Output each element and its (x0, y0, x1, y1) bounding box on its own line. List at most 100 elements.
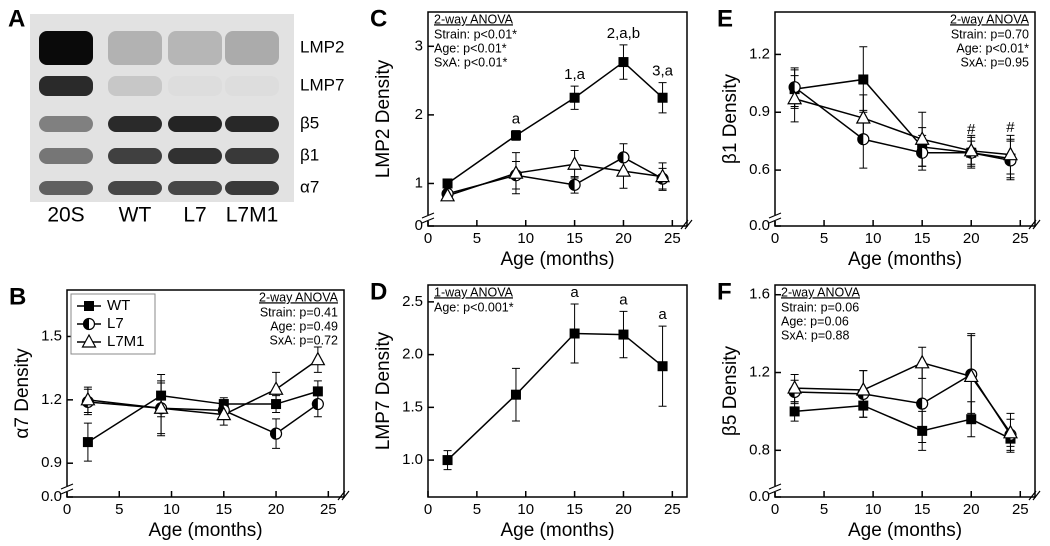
marker (916, 397, 929, 410)
y-tick-label: 1.2 (41, 391, 62, 408)
axis-break-gap (770, 486, 780, 492)
marker-triangle (1002, 424, 1018, 439)
blot-band (108, 181, 162, 195)
x-tick-label: 5 (473, 230, 481, 247)
point-label: # (1006, 119, 1015, 136)
marker (80, 391, 96, 406)
marker (1002, 424, 1018, 439)
x-tick-label: 20 (963, 501, 980, 518)
legend-label: L7M1 (107, 333, 145, 350)
marker (855, 109, 871, 124)
y-tick-label: 0.9 (41, 454, 62, 471)
point-label: a (619, 291, 628, 308)
marker (311, 397, 324, 411)
marker-half (916, 398, 923, 410)
x-tick-label: 25 (664, 230, 681, 247)
marker-square (858, 400, 869, 411)
marker (655, 168, 671, 183)
marker-half (916, 147, 923, 159)
marker (914, 354, 930, 369)
marker-triangle (914, 130, 930, 145)
blot-band (168, 116, 222, 132)
x-tick-label: 20 (963, 230, 980, 247)
blot-band (168, 148, 222, 164)
band-label: β5 (300, 113, 319, 132)
marker (617, 151, 630, 164)
marker-square (442, 178, 453, 189)
marker (858, 400, 869, 411)
y-tick-label: 2.5 (402, 293, 423, 310)
stats-line: Strain: p=0.06 (781, 300, 859, 314)
x-tick-label: 25 (664, 501, 681, 518)
band-label: LMP7 (300, 75, 344, 94)
marker-square (657, 361, 668, 372)
marker-triangle (310, 351, 326, 366)
axis-break (768, 212, 782, 224)
x-tick-label: 10 (517, 230, 534, 247)
blot-band (225, 148, 279, 164)
marker-triangle (216, 406, 232, 421)
marker (82, 317, 96, 331)
stats-line: SxA: p=0.95 (961, 55, 1029, 69)
marker-triangle (268, 381, 284, 395)
marker (914, 130, 930, 145)
x-axis-title: Age (months) (848, 249, 962, 270)
y-axis-title: α7 Density (12, 348, 33, 439)
marker-triangle (440, 187, 456, 202)
plot-frame (774, 11, 1036, 227)
marker (156, 390, 167, 401)
x-tick-label: 20 (268, 501, 285, 518)
stats-line: SxA: p=0.88 (781, 328, 849, 342)
stats-title: 2-way ANOVA (781, 285, 861, 299)
marker (567, 156, 583, 170)
x-axis-title: Age (months) (148, 520, 262, 541)
marker (568, 178, 581, 191)
marker (916, 146, 929, 159)
x-tick-label: 25 (1012, 501, 1029, 518)
marker (84, 301, 94, 311)
lane-label: 20S (47, 204, 84, 227)
panel-label: D (370, 278, 387, 305)
marker (269, 427, 283, 440)
y-axis-title: β1 Density (720, 73, 741, 164)
y-tick-label: 0.8 (749, 441, 770, 458)
series-line (447, 332, 664, 461)
series-line (87, 401, 319, 435)
marker (618, 57, 629, 68)
plot-frame (427, 284, 688, 498)
blot-band (168, 76, 222, 96)
marker (963, 368, 979, 383)
x-tick-label: 5 (473, 501, 481, 518)
axis-break-gap (62, 486, 72, 492)
point-label: a (570, 284, 579, 301)
axis-break (421, 212, 435, 224)
marker-half (857, 133, 864, 145)
blot-band (39, 31, 93, 65)
stats-line: Age: p=0.06 (781, 314, 849, 328)
marker (618, 329, 629, 340)
axis-break-gap (423, 215, 433, 221)
axis-break (337, 490, 350, 501)
marker (310, 351, 326, 366)
stats-line: Strain: p=0.70 (951, 27, 1029, 41)
marker-square (966, 414, 977, 425)
axis-break (1028, 490, 1041, 501)
marker-triangle (787, 90, 803, 105)
stats-line: Age: p<0.01* (434, 41, 507, 55)
marker-half (312, 398, 318, 410)
series-line (87, 390, 319, 443)
marker (569, 328, 580, 339)
y-tick-label: 1.6 (749, 286, 770, 303)
marker (510, 389, 521, 400)
marker-square (569, 92, 580, 103)
blot-band (225, 31, 279, 65)
stats-line: Strain: p<0.01* (434, 27, 517, 41)
plot-frame (774, 284, 1036, 498)
point-label: # (967, 121, 976, 138)
stats-title: 2-way ANOVA (259, 290, 339, 304)
stats-line: Age: p<0.001* (434, 300, 514, 314)
marker (789, 406, 800, 417)
marker-half (270, 428, 277, 440)
x-tick-label: 20 (615, 501, 632, 518)
